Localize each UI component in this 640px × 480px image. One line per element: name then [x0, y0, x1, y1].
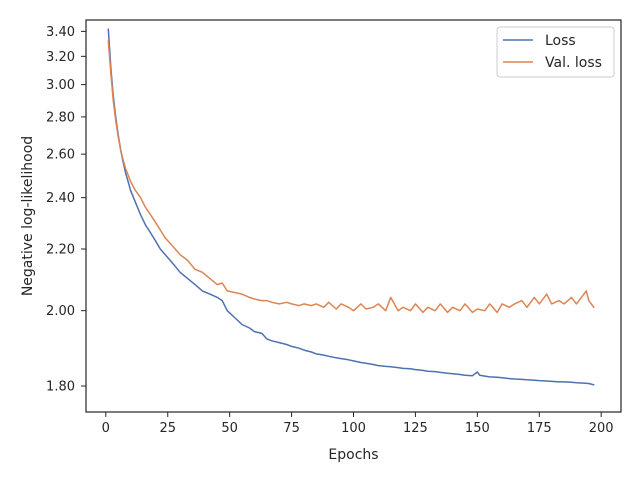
y-tick-label: 2.80 — [46, 110, 75, 125]
y-axis: 1.80 2.00 2.20 2.40 2.60 2.80 3.00 3.20 3.40 — [46, 25, 86, 395]
x-axis: 0 25 50 75 100 125 150 175 200 — [102, 412, 614, 436]
y-tick-label: 1.80 — [46, 380, 75, 395]
y-tick-label: 3.20 — [46, 50, 75, 65]
y-tick-label: 2.20 — [46, 243, 75, 258]
x-tick-label: 100 — [341, 421, 366, 436]
x-tick-label: 75 — [283, 421, 300, 436]
y-tick-label: 2.60 — [46, 148, 75, 163]
x-tick-label: 125 — [403, 421, 428, 436]
x-tick-label: 25 — [159, 421, 176, 436]
x-tick-label: 150 — [465, 421, 490, 436]
y-tick-label: 2.40 — [46, 191, 75, 206]
legend-label-loss: Loss — [545, 33, 576, 49]
y-tick-label: 2.00 — [46, 304, 75, 319]
x-tick-label: 175 — [527, 421, 552, 436]
x-tick-label: 200 — [589, 421, 614, 436]
x-tick-label: 0 — [102, 421, 110, 436]
series-line-loss — [107, 28, 595, 386]
x-tick-label: 50 — [221, 421, 238, 436]
legend: Loss Val. loss — [496, 26, 615, 78]
y-tick-label: 3.00 — [46, 78, 75, 93]
y-axis-label: Negative log-likelihood — [20, 136, 36, 296]
series-layer — [107, 28, 595, 386]
y-tick-label: 3.40 — [46, 25, 75, 40]
series-line-val-loss — [107, 40, 595, 314]
x-axis-label: Epochs — [328, 447, 378, 463]
legend-label-val-loss: Val. loss — [545, 55, 602, 71]
